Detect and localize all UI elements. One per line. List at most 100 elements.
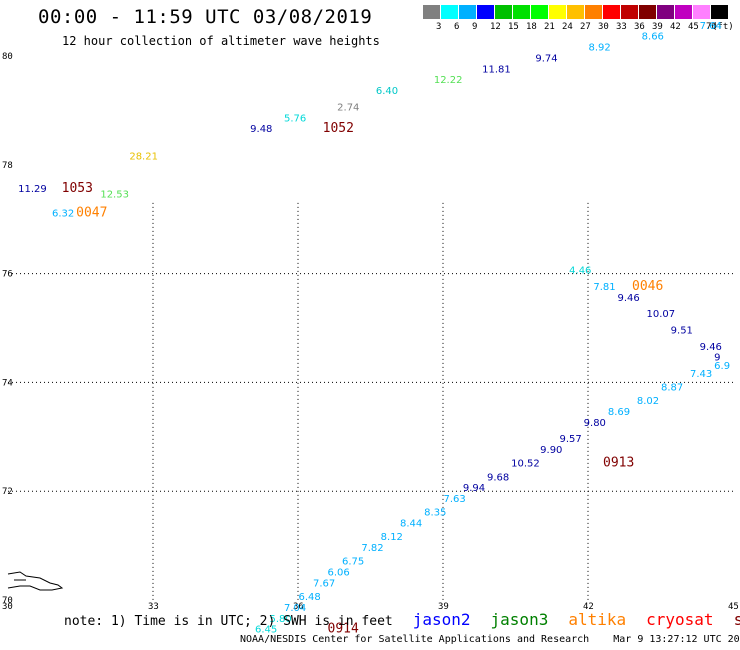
wave-height-label: 7.81 — [593, 282, 615, 293]
wave-height-label: 9.46 — [618, 293, 640, 304]
wave-height-label: 6.40 — [376, 86, 398, 97]
legend-unit: (ft) — [712, 22, 734, 32]
legend-swatch — [530, 5, 548, 19]
wave-height-label: 6.9 — [714, 361, 730, 372]
wave-height-label: 6.45 — [255, 625, 277, 636]
wave-height-label: 7.67 — [313, 578, 335, 589]
legend-swatch — [476, 5, 494, 19]
legend-label: 33 — [616, 22, 627, 32]
x-tick-label: 33 — [148, 602, 159, 612]
wave-height-label: 9.48 — [250, 124, 272, 135]
mission-legend: jason2 jason3 altika cryosat s3a — [393, 610, 740, 629]
footer-timestamp: Mar 9 13:27:12 UTC 2019 — [613, 634, 740, 645]
legend-swatch — [458, 5, 476, 19]
pass-time-label: 0047 — [76, 205, 107, 220]
coastline-outline — [7, 571, 64, 591]
pass-time-label: 1053 — [62, 181, 93, 196]
y-tick-label: 74 — [2, 378, 13, 388]
legend-swatch — [512, 5, 530, 19]
legend-label: 9 — [472, 22, 478, 32]
x-tick-label: 36 — [293, 602, 304, 612]
wave-height-label: 8.02 — [637, 396, 659, 407]
legend-swatch — [602, 5, 620, 19]
y-tick-label: 80 — [2, 52, 13, 62]
wave-height-label: 6.48 — [299, 592, 321, 603]
wave-height-label: 6.75 — [342, 557, 364, 568]
wave-height-label: 9.94 — [463, 483, 485, 494]
legend-swatch — [674, 5, 692, 19]
footer: NOAA/NESDIS Center for Satellite Applica… — [240, 634, 740, 645]
wave-height-label: 7.04 — [284, 603, 306, 614]
wave-height-label: 12.53 — [100, 189, 129, 200]
mission-jason2: jason2 — [412, 610, 471, 629]
y-tick-label: 70 — [2, 596, 13, 606]
x-tick-label: 45 — [728, 602, 739, 612]
color-legend — [422, 5, 728, 19]
legend-swatch — [620, 5, 638, 19]
wave-height-label: 7.63 — [444, 494, 466, 505]
legend-swatch — [656, 5, 674, 19]
wave-height-label: 11.29 — [18, 184, 47, 195]
legend-label: 36 — [634, 22, 645, 32]
wave-height-label: 5.76 — [284, 113, 306, 124]
pass-time-label: 0046 — [632, 279, 663, 294]
pass-time-label: 0914 — [328, 622, 359, 637]
wave-height-label: 9.57 — [560, 434, 582, 445]
legend-label: 15 — [508, 22, 519, 32]
legend-label: 3 — [436, 22, 442, 32]
legend-label: 39 — [652, 22, 663, 32]
wave-height-label: 8.35 — [424, 508, 446, 519]
note-text: note: 1) Time is in UTC; 2) SWH is in fe… — [64, 614, 393, 629]
legend-label: 21 — [544, 22, 555, 32]
page-title: 00:00 - 11:59 UTC 03/08/2019 — [38, 6, 373, 28]
legend-label: 45 — [688, 22, 699, 32]
legend-label: 42 — [670, 22, 681, 32]
legend-swatch — [548, 5, 566, 19]
wave-height-label: 9.74 — [535, 53, 557, 64]
wave-height-label: 12.22 — [434, 75, 463, 86]
wave-height-label: 8.66 — [642, 32, 664, 43]
wave-height-label: 8.92 — [589, 43, 611, 54]
wave-height-label: 11.81 — [482, 64, 511, 75]
mission-cryosat: cryosat — [646, 610, 714, 629]
x-tick-label: 39 — [438, 602, 449, 612]
wave-height-label: 7.64 — [700, 21, 722, 32]
legend-swatch — [494, 5, 512, 19]
wave-height-label: 5.80 — [270, 614, 292, 625]
legend-label: 18 — [526, 22, 537, 32]
wave-height-label: 9.80 — [584, 418, 606, 429]
wave-height-label: 6.06 — [328, 568, 350, 579]
y-tick-label: 78 — [2, 161, 13, 171]
mission-altika: altika — [568, 610, 627, 629]
legend-swatch — [584, 5, 602, 19]
note-line: note: 1) Time is in UTC; 2) SWH is in fe… — [64, 610, 740, 629]
legend-label: 70 — [706, 22, 717, 32]
wave-height-label: 10.52 — [511, 459, 540, 470]
pass-time-label: 0913 — [603, 456, 634, 471]
x-tick-label: 42 — [583, 602, 594, 612]
legend-label: 6 — [454, 22, 460, 32]
legend-label: 27 — [580, 22, 591, 32]
wave-height-label: 9 — [714, 353, 720, 364]
mission-s3a: s3a — [733, 610, 740, 629]
legend-swatch — [566, 5, 584, 19]
wave-height-label: 10.07 — [647, 309, 676, 320]
wave-height-label: 9.46 — [700, 342, 722, 353]
x-tick-label: 30 — [2, 602, 13, 612]
wave-height-label: 6.32 — [52, 208, 74, 219]
legend-swatch — [440, 5, 458, 19]
legend-label: 24 — [562, 22, 573, 32]
wave-height-label: 4.46 — [569, 266, 591, 277]
wave-height-label: 7.82 — [361, 543, 383, 554]
legend-swatch — [422, 5, 440, 19]
wave-height-label: 2.74 — [337, 102, 359, 113]
footer-source: NOAA/NESDIS Center for Satellite Applica… — [240, 634, 590, 645]
wave-height-label: 8.87 — [661, 383, 683, 394]
y-tick-label: 76 — [2, 270, 13, 280]
wave-height-label: 8.44 — [400, 519, 422, 530]
wave-height-label: 9.68 — [487, 472, 509, 483]
legend-label: 12 — [490, 22, 501, 32]
page-subtitle: 12 hour collection of altimeter wave hei… — [62, 34, 380, 48]
